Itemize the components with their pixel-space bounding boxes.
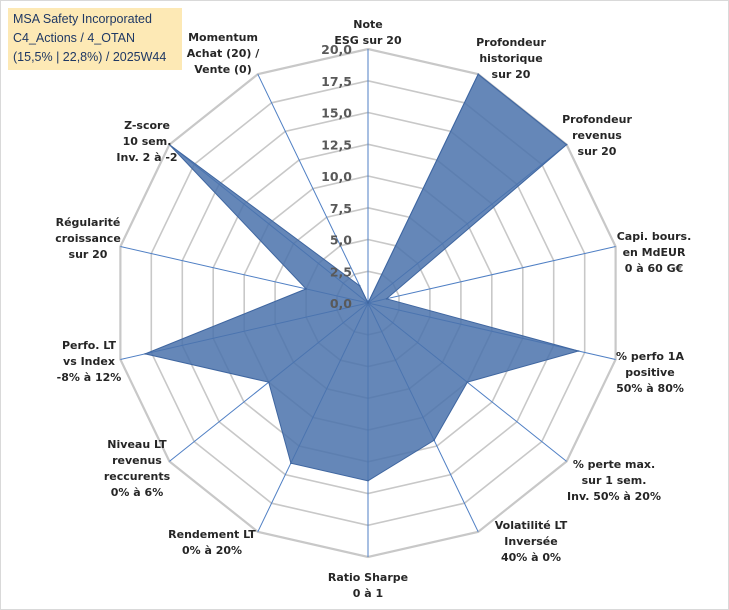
- tick-label: 0,0: [330, 296, 352, 311]
- data-point: [305, 288, 307, 290]
- tick-label: 10,0: [321, 169, 352, 184]
- tick-label: 2,5: [330, 264, 352, 279]
- tick-label: 12,5: [321, 137, 352, 152]
- radar-tick-labels: 0,0 2,5 5,0 7,5 10,0 12,5 15,0 17,5 20,0: [321, 42, 352, 311]
- category-label-line: Inv. 2 à -2: [116, 151, 177, 164]
- tick-label: 5,0: [330, 233, 352, 248]
- title-line-stats: (15,5% | 22,8%) / 2025W44: [13, 50, 167, 64]
- category-label-line: % perte max.: [573, 458, 655, 471]
- category-label-line: Achat (20) /: [187, 47, 261, 60]
- category-label: Régularité croissance sur 20: [55, 216, 121, 261]
- data-point: [290, 462, 292, 465]
- category-label-line: Momentum: [188, 31, 258, 44]
- data-point: [385, 298, 388, 300]
- category-label: Note ESG sur 20: [334, 18, 402, 47]
- category-label-line: vs Index: [63, 355, 115, 368]
- category-label-line: Capi. bours.: [617, 230, 692, 243]
- category-label-line: 0% à 6%: [111, 486, 163, 499]
- category-label: Ratio Sharpe 0 à 1: [328, 571, 408, 600]
- category-label-line: 40% à 0%: [501, 551, 561, 564]
- category-label-line: -8% à 12%: [57, 371, 122, 384]
- category-label-line: 0 à 60 G€: [625, 262, 684, 275]
- category-label-line: sur 1 sem.: [582, 474, 647, 487]
- category-label-line: en MdEUR: [623, 246, 686, 259]
- category-label: Volatilité LT Inversée 40% à 0%: [495, 519, 568, 564]
- category-label-line: Note: [353, 18, 382, 31]
- category-label-line: revenus: [112, 454, 162, 467]
- data-point: [168, 143, 171, 146]
- tick-label: 20,0: [321, 42, 352, 57]
- category-label-line: sur 20: [69, 248, 108, 261]
- data-point: [477, 73, 480, 75]
- category-label-line: 10 sem.: [123, 135, 172, 148]
- category-label: Rendement LT 0% à 20%: [168, 528, 256, 557]
- data-point: [367, 302, 369, 304]
- category-label-line: revenus: [572, 129, 622, 142]
- data-point: [577, 350, 580, 352]
- title-line-company: MSA Safety Incorporated: [13, 12, 152, 26]
- category-label: Profondeur revenus sur 20: [562, 113, 632, 158]
- category-label-line: croissance: [55, 232, 121, 245]
- category-label: Capi. bours. en MdEUR 0 à 60 G€: [617, 230, 692, 275]
- category-label: % perfo 1A positive 50% à 80%: [616, 350, 684, 395]
- category-label-line: Z-score: [124, 119, 170, 132]
- category-label-line: reccurents: [104, 470, 171, 483]
- category-label: Perfo. LT vs Index -8% à 12%: [57, 339, 122, 384]
- data-point: [565, 143, 568, 146]
- category-label-line: Volatilité LT: [495, 519, 568, 532]
- title-line-category: C4_Actions / 4_OTAN: [13, 31, 136, 45]
- category-label-line: 50% à 80%: [616, 382, 684, 395]
- chart-title-box: MSA Safety Incorporated C4_Actions / 4_O…: [8, 8, 182, 70]
- category-label-line: ESG sur 20: [334, 34, 402, 47]
- category-label: Profondeur historique sur 20: [476, 36, 546, 81]
- axis-spoke: [257, 73, 369, 304]
- data-point: [358, 285, 361, 287]
- category-label-line: Niveau LT: [107, 438, 167, 451]
- category-label-line: Inversée: [504, 535, 557, 548]
- tick-label: 7,5: [330, 201, 352, 216]
- data-point: [433, 439, 435, 442]
- category-label-line: Vente (0): [194, 63, 251, 76]
- tick-label: 17,5: [321, 74, 352, 89]
- category-label-line: % perfo 1A: [616, 350, 684, 363]
- category-label-line: positive: [625, 366, 674, 379]
- axis-spoke: [367, 246, 616, 304]
- tick-label: 15,0: [321, 106, 352, 121]
- category-label: Momentum Achat (20) / Vente (0): [187, 31, 261, 76]
- data-point: [144, 353, 146, 355]
- category-label-line: sur 20: [578, 145, 617, 158]
- category-label-line: Profondeur: [476, 36, 546, 49]
- category-label-line: 0 à 1: [353, 587, 383, 600]
- category-label: Z-score 10 sem. Inv. 2 à -2: [116, 119, 177, 164]
- category-label: % perte max. sur 1 sem. Inv. 50% à 20%: [567, 458, 661, 503]
- category-label-line: Profondeur: [562, 113, 632, 126]
- series-area: [143, 73, 581, 482]
- category-label-line: Ratio Sharpe: [328, 571, 408, 584]
- radar-category-labels: Note ESG sur 20 Profondeur historique sur 20…: [55, 18, 691, 600]
- data-point: [267, 381, 270, 384]
- category-label: Niveau LT revenus reccurents 0% à 6%: [104, 438, 171, 499]
- category-label-line: 0% à 20%: [182, 544, 242, 557]
- category-label-line: Inv. 50% à 20%: [567, 490, 661, 503]
- data-point: [367, 480, 369, 482]
- category-label-line: Régularité: [56, 216, 121, 229]
- radar-series: [143, 73, 581, 482]
- category-label-line: sur 20: [492, 68, 531, 81]
- category-label-line: Rendement LT: [168, 528, 256, 541]
- category-label-line: Perfo. LT: [62, 339, 116, 352]
- category-label-line: historique: [479, 52, 542, 65]
- data-point: [466, 381, 469, 384]
